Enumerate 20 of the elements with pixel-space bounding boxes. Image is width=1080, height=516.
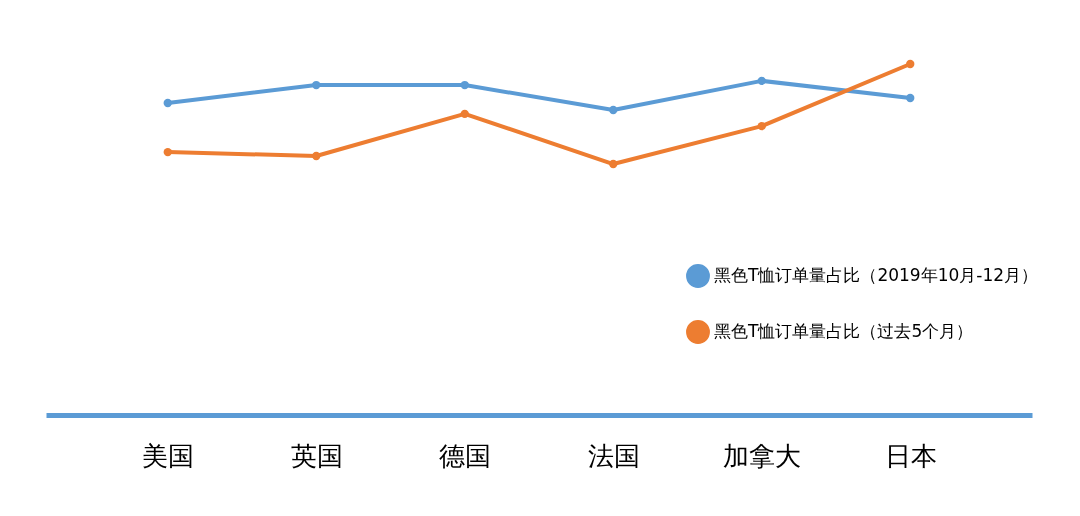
- legend-label: 黑色T恤订单量占比（过去5个月）: [714, 321, 974, 341]
- point: [609, 105, 618, 115]
- legend-label: 黑色T恤订单量占比（2019年10月-12月）: [714, 265, 1039, 285]
- point: [163, 147, 172, 157]
- point: [609, 159, 618, 169]
- x-tick-label: 美国: [142, 440, 195, 471]
- point: [460, 109, 469, 119]
- point: [906, 93, 915, 103]
- x-tick-label: 加拿大: [723, 440, 802, 471]
- x-tick-label: 德国: [439, 440, 492, 471]
- x-tick-label: 法国: [587, 440, 640, 471]
- x-tick-label: 英国: [290, 440, 343, 471]
- point: [757, 121, 766, 131]
- point: [163, 98, 172, 108]
- point: [906, 59, 915, 69]
- x-tick-label: 日本: [884, 440, 937, 471]
- point: [757, 76, 766, 86]
- point: [460, 80, 469, 90]
- point: [312, 80, 321, 90]
- point: [312, 151, 321, 161]
